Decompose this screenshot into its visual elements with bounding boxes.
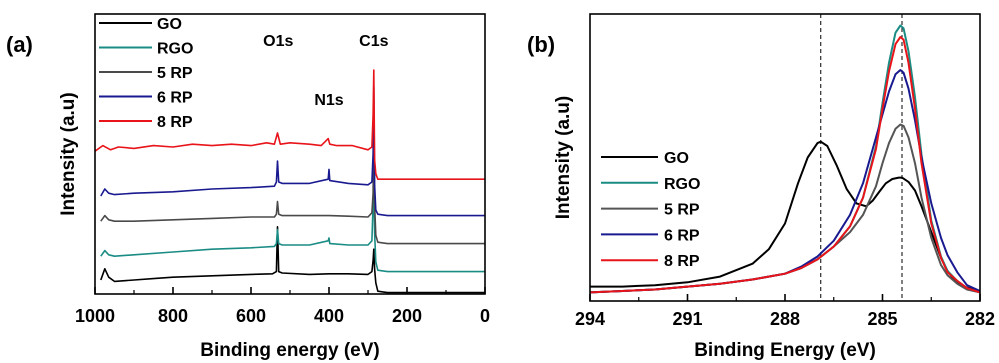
panel-label: (b) (527, 32, 555, 57)
y-axis-title: Intensity (a.u) (58, 92, 79, 216)
legend-entry: GO (157, 16, 182, 33)
x-tick-label: 285 (867, 309, 897, 329)
legend: GO RGO 5 RP 6 RP 8 RP (601, 150, 700, 270)
x-tick-label: 600 (236, 306, 266, 326)
series-line-rgo (100, 175, 485, 273)
legend-entry: RGO (157, 41, 193, 58)
x-tick-label: 200 (392, 306, 422, 326)
x-tick-label: 0 (480, 306, 490, 326)
series-line-5-rp (100, 114, 485, 245)
plot-frame (94, 13, 486, 295)
legend-entry: 5 RP (157, 65, 193, 82)
series-line-go (100, 226, 485, 294)
x-axis-title: Binding Energy (eV) (694, 340, 876, 361)
peak-label-o1s: O1s (263, 33, 293, 50)
y-axis-title: Intensity (a.u) (553, 96, 574, 220)
x-tick-label: 282 (965, 309, 995, 329)
series-line-8-rp (589, 36, 981, 294)
series-line-6-rp (100, 86, 485, 217)
legend-entry: 8 RP (664, 253, 700, 270)
panel-b: 294 291 288 285 282 Binding Energy (eV) Intens… (527, 13, 995, 361)
x-tick-label: 1000 (75, 306, 115, 326)
legend-entry: 6 RP (157, 90, 193, 107)
x-tick-label: 800 (158, 306, 188, 326)
x-tick-label: 294 (575, 309, 605, 329)
legend-entry: GO (664, 150, 689, 167)
legend-entry: RGO (664, 176, 700, 193)
legend-entry: 5 RP (664, 202, 700, 219)
legend-entry: 6 RP (664, 227, 700, 244)
panel-a: 1000 800 600 400 200 0 Binding energy (eV) Inte… (6, 13, 490, 361)
legend: GO RGO 5 RP 6 RP 8 RP (99, 16, 193, 131)
panel-label: (a) (6, 32, 33, 57)
x-tick-label: 400 (314, 306, 344, 326)
x-tick-label: 288 (770, 309, 800, 329)
series-line-6-rp (589, 69, 981, 294)
x-tick-label: 291 (672, 309, 702, 329)
peak-label-n1s: N1s (314, 92, 343, 109)
series-line-8-rp (94, 69, 485, 180)
legend-entry: 8 RP (157, 114, 193, 131)
x-axis-title: Binding energy (eV) (200, 340, 379, 361)
peak-label-c1s: C1s (359, 33, 388, 50)
